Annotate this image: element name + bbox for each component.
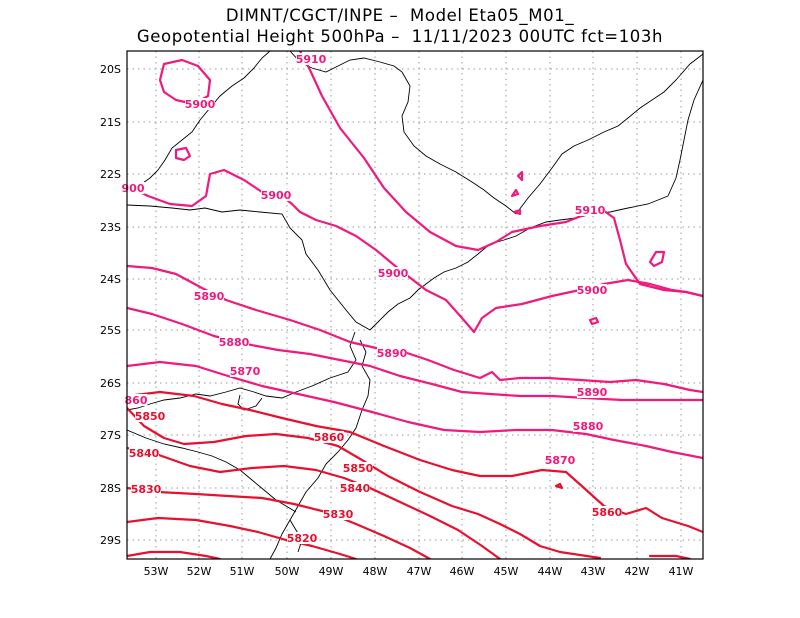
x-tick-label: 44W [538,565,563,578]
contour-label-bg [340,482,370,494]
contour-label: 5910 [296,53,327,66]
y-tick-label: 24S [100,273,121,286]
contour-label: 5890 [194,290,225,303]
contour-label-bg [131,483,161,495]
contour-label: 5830 [131,483,162,496]
y-tick-label: 22S [100,168,121,181]
contour-label-bg [323,508,353,520]
contour-label: 5840 [129,447,160,460]
coastline [127,51,703,559]
x-tick-label: 52W [187,565,212,578]
contour-label-bg [343,462,373,474]
contour-label-bg [577,386,607,398]
contour-label: 5870 [545,454,576,467]
contour-label-bg [577,284,607,296]
x-tick-label: 42W [625,565,650,578]
y-tick-label: 29S [100,534,121,547]
contour-small-loop [648,250,666,268]
y-tick-label: 25S [100,324,121,337]
x-tick-label: 49W [319,565,344,578]
contour-label: 5890 [377,347,408,360]
y-tick-label: 21S [100,116,121,129]
y-tick-label: 26S [100,377,121,390]
contour-label: 5900 [577,284,608,297]
title-line-2: Geopotential Height 500hPa – 11/11/2023 … [136,27,664,46]
contour-label-bg [219,336,249,348]
x-tick-label: 45W [494,565,519,578]
contour-label-bg [129,447,159,459]
contour-5890 [127,264,703,394]
x-axis-labels: 53W 52W 51W 50W 49W 48W 47W 46W 45W 44W 43W 42W 41W [144,565,694,578]
contour-small-loop [510,188,520,198]
x-tick-label: 41W [669,565,694,578]
x-tick-label: 46W [450,565,475,578]
contour-label-bg [230,365,260,377]
contour-labels: 5910 5900 5900 900 5910 5900 5890 5900 5890 5880 5… [121,53,623,545]
contour-label: 5880 [573,420,604,433]
contour-label-bg [124,394,148,406]
contour-label: 5830 [323,508,354,521]
contour-label: 5900 [261,189,292,202]
contour-label: 5860 [592,506,623,519]
contour-label: 5850 [343,462,374,475]
x-tick-label: 47W [407,565,432,578]
contour-5850 [127,406,602,559]
grid-lines [127,51,703,559]
contour-5810 [127,550,222,559]
contour-5830-tail [648,554,692,559]
contour-small-loop [516,170,524,182]
contour-label: 900 [122,182,145,195]
contour-label-bg [575,204,605,216]
contour-small-loop [588,316,600,326]
x-tick-label: 50W [275,565,300,578]
contour-label: 860 [125,394,148,407]
contour-label-bg [545,454,575,466]
x-tick-label: 53W [144,565,169,578]
contour-label: 5900 [185,98,216,111]
title-line-1: DIMNT/CGCT/INPE – Model Eta05_M01_ [225,6,575,25]
contour-label-bg [194,290,224,302]
contour-label: 5850 [135,410,166,423]
contour-label: 5860 [314,431,345,444]
y-tick-label: 28S [100,482,121,495]
contour-5900-west [127,168,703,334]
contour-5840 [127,446,502,559]
contour-5830 [127,486,432,559]
contour-label-bg [287,532,317,544]
x-tick-label: 51W [230,565,255,578]
contour-label: 5840 [340,482,371,495]
contour-small-loop [174,146,192,162]
contour-5880 [127,306,703,402]
contour-label-bg [314,431,344,443]
contour-label: 5890 [577,386,608,399]
contour-label: 5820 [287,532,318,545]
contour-label: 5880 [219,336,250,349]
contour-small-loop [554,482,564,490]
y-tick-label: 23S [100,221,121,234]
y-tick-label: 27S [100,429,121,442]
contour-label: 5870 [230,365,261,378]
contour-label-bg [592,506,622,518]
contour-5860 [127,390,703,534]
contour-small-loop [512,208,522,216]
contour-label-bg [378,267,408,279]
contour-5820 [127,516,358,559]
contour-label-bg [377,347,407,359]
y-axis-labels: 20S 21S 22S 23S 24S 25S 26S 27S 28S 29S [100,63,121,547]
contour-label-bg [573,420,603,432]
contour-label: 5900 [378,267,409,280]
contour-label: 5910 [575,204,606,217]
contour-5910-north [298,51,703,298]
plot-frame [126,50,704,560]
x-tick-label: 43W [581,565,606,578]
contour-label-bg [185,98,215,110]
x-tick-label: 48W [363,565,388,578]
contour-label-bg [135,410,165,422]
contour-label-bg [296,53,326,65]
contour-label-bg [261,189,291,201]
y-tick-label: 20S [100,63,121,76]
contour-5870 [127,360,703,460]
